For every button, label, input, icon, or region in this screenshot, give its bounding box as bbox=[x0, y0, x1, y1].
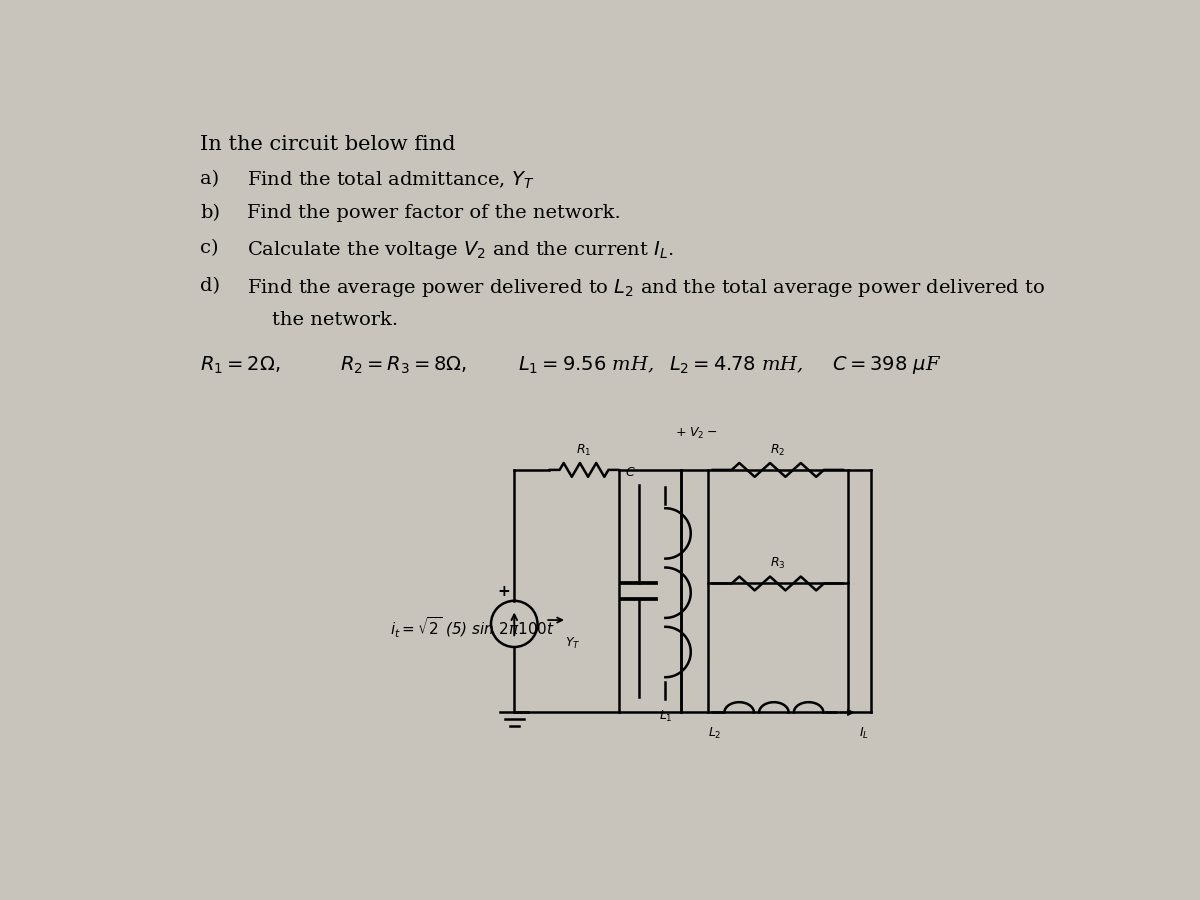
Text: $L_2=4.78$ mH,: $L_2=4.78$ mH, bbox=[670, 355, 804, 375]
Text: $L_2$: $L_2$ bbox=[708, 726, 721, 742]
Text: b): b) bbox=[200, 204, 221, 222]
Text: d): d) bbox=[200, 277, 221, 295]
Text: $R_1$: $R_1$ bbox=[576, 443, 592, 457]
Text: $R_3$: $R_3$ bbox=[770, 556, 786, 572]
Text: $+$ $V_2-$: $+$ $V_2-$ bbox=[676, 426, 718, 441]
Text: In the circuit below find: In the circuit below find bbox=[200, 135, 456, 154]
Text: a): a) bbox=[200, 169, 220, 187]
Text: Find the average power delivered to $L_2$ and the total average power delivered : Find the average power delivered to $L_2… bbox=[247, 277, 1045, 300]
Text: $R_1=2\Omega,$: $R_1=2\Omega,$ bbox=[200, 355, 281, 375]
Text: $R_2$: $R_2$ bbox=[770, 443, 785, 457]
Text: C: C bbox=[625, 466, 634, 479]
Text: $Y_T$: $Y_T$ bbox=[565, 635, 580, 651]
Text: Calculate the voltage $V_2$ and the current $I_L$.: Calculate the voltage $V_2$ and the curr… bbox=[247, 238, 673, 261]
Text: c): c) bbox=[200, 238, 218, 256]
Text: $R_2=R_3=8\Omega,$: $R_2=R_3=8\Omega,$ bbox=[340, 355, 467, 375]
Text: $L_1=9.56$ mH,: $L_1=9.56$ mH, bbox=[518, 355, 654, 375]
Text: Find the power factor of the network.: Find the power factor of the network. bbox=[247, 204, 620, 222]
Text: the network.: the network. bbox=[247, 310, 398, 328]
Text: $L_1$: $L_1$ bbox=[659, 708, 672, 724]
Text: $I_L$: $I_L$ bbox=[859, 726, 869, 742]
Text: Find the total admittance, $Y_T$: Find the total admittance, $Y_T$ bbox=[247, 169, 534, 191]
Text: $i_t=\sqrt{2}$ (5) sin $2\pi100t$: $i_t=\sqrt{2}$ (5) sin $2\pi100t$ bbox=[390, 616, 556, 640]
Text: +: + bbox=[498, 584, 510, 599]
Text: $C=398$ $\mu$F: $C=398$ $\mu$F bbox=[832, 355, 942, 376]
